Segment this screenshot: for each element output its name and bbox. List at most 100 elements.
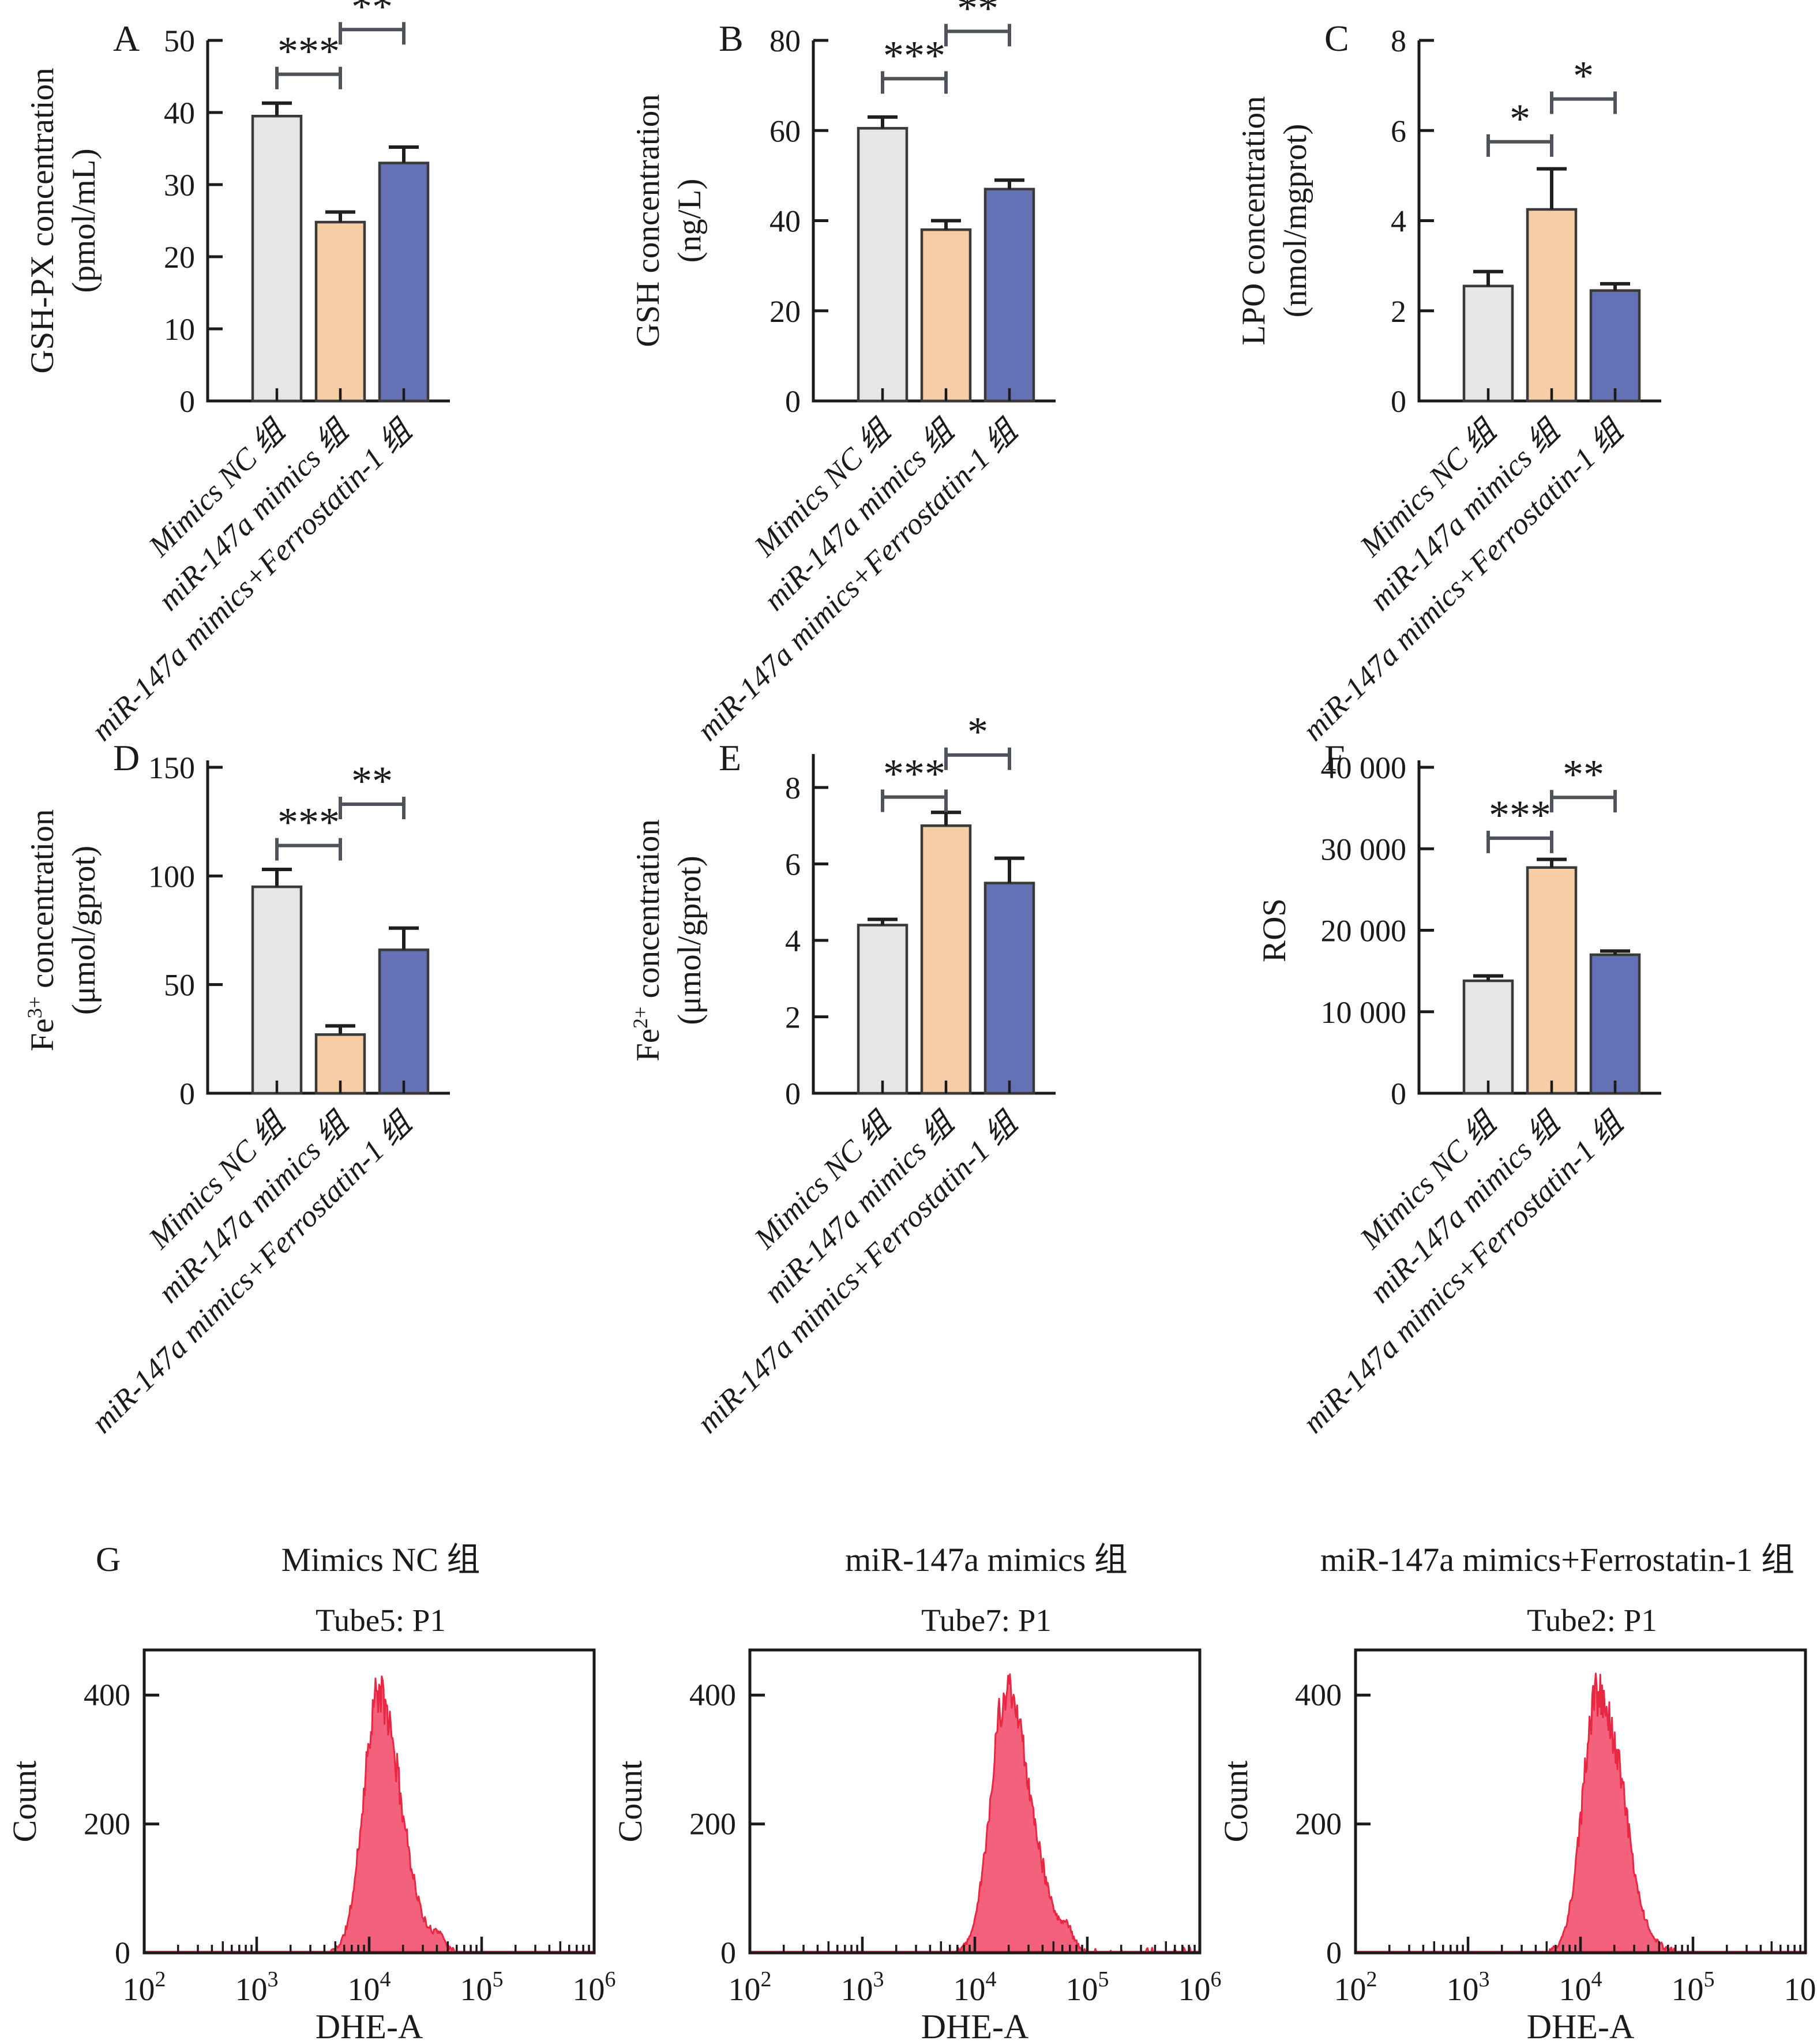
x-axis-title: DHE-A: [316, 2008, 423, 2044]
panel-B-gsh-bar-chart: B 0 20 40 60 80 GSH concentration (ng/L) Mimics …: [606, 0, 1211, 748]
significance-stars: **: [957, 0, 998, 31]
significance-stars: **: [1563, 751, 1604, 797]
significance-bracket: **: [944, 0, 1011, 47]
bar-mir147a-mimics: [314, 220, 366, 403]
plot-box: [748, 1648, 1202, 1955]
y-tick-label: 0: [1326, 1936, 1342, 1970]
panel-letter-G: G: [96, 1540, 121, 1578]
x-tick-label: 104: [953, 1967, 997, 2008]
y-tick-label: 0: [785, 1077, 801, 1111]
bar-mir147a-mimics: [1526, 866, 1578, 1095]
panel-G1-flow-histogram: G Mimics NC 组 Tube5: P1 0 200 400 102 103 104 105…: [0, 1497, 616, 2044]
x-tick-label: 105: [460, 1967, 504, 2008]
panel-letter-F: F: [1324, 737, 1345, 778]
y-tick-label: 0: [115, 1936, 130, 1970]
y-tick-label: 10 000: [1321, 995, 1407, 1030]
histogram-curve: [1354, 1672, 1807, 1953]
x-tick-label: 102: [729, 1967, 772, 2008]
histogram-title: miR-147a mimics+Ferrostatin-1 组: [1320, 1541, 1795, 1578]
x-tick-label: 105: [1672, 1967, 1715, 2008]
x-tick-label: 106: [1784, 1967, 1817, 2008]
y-axis-title-line: (nmol/mgprot): [1277, 124, 1313, 318]
bar-mimics-nc: [251, 115, 303, 403]
bar-mir147a-ferrostatin: [378, 162, 430, 403]
bar-mimics-nc: [1462, 979, 1514, 1095]
significance-bracket: *: [1486, 96, 1553, 157]
bar-mimics-nc: [1462, 284, 1514, 403]
y-tick-label: 20: [164, 240, 195, 275]
y-tick-label: 0: [1391, 1077, 1406, 1111]
histogram-svg-G3: miR-147a mimics+Ferrostatin-1 组 Tube2: P1…: [1217, 1541, 1817, 2044]
significance-bracket: ***: [1486, 792, 1553, 853]
histogram-subtitle: Tube5: P1: [316, 1603, 446, 1638]
y-axis-title-line: Fe2+ concentration: [629, 819, 666, 1062]
x-tick-label: 102: [1334, 1967, 1377, 2008]
y-tick-label: 50: [164, 24, 195, 58]
y-axis-title-line: GSH concentration: [630, 94, 666, 347]
y-tick-label: 40 000: [1321, 751, 1407, 785]
x-tick-label: 102: [123, 1967, 166, 2008]
significance-stars: **: [351, 0, 393, 29]
y-axis-title-line: LPO concentration: [1236, 96, 1272, 345]
significance-stars: ***: [277, 800, 340, 846]
y-axis-title-line: Fe3+ concentration: [23, 809, 61, 1052]
significance-bracket: **: [1550, 751, 1617, 813]
significance-bracket: *: [1550, 53, 1617, 114]
y-tick-label: 2: [785, 1000, 801, 1035]
y-tick-label: 30: [164, 168, 195, 202]
x-axis-title: DHE-A: [921, 2008, 1029, 2044]
bar-mir147a-ferrostatin: [378, 948, 430, 1095]
significance-bracket: ***: [881, 751, 948, 812]
significance-bracket: ***: [881, 32, 948, 94]
y-tick-label: 80: [769, 24, 801, 58]
y-tick-label: 0: [179, 1077, 195, 1111]
y-axis-title: Count: [6, 1761, 43, 1843]
significance-stars: ***: [883, 751, 945, 797]
y-tick-label: 150: [148, 751, 195, 785]
y-tick-label: 40: [769, 204, 801, 239]
bar-mir147a-mimics: [920, 228, 972, 403]
significance-stars: ***: [1489, 792, 1551, 838]
bar-mir147a-mimics: [920, 824, 972, 1095]
y-tick-label: 10: [164, 312, 195, 347]
y-tick-label: 400: [1295, 1678, 1342, 1712]
significance-stars: *: [1510, 96, 1530, 142]
y-axis-title-line: (μmol/gprot): [671, 856, 708, 1025]
panel-letter-A: A: [113, 18, 140, 59]
y-tick-label: 200: [1295, 1807, 1342, 1842]
panel-G2-flow-histogram: miR-147a mimics 组 Tube7: P1 0 200 400 102 103 1…: [606, 1497, 1222, 2044]
y-tick-label: 0: [785, 384, 801, 419]
panel-E-fe2-bar-chart: E 0 2 4 6 8 Fe2+ concentration (μmol/gprot) Mimi…: [606, 709, 1211, 1497]
bar-mimics-nc: [857, 924, 908, 1095]
y-tick-label: 30 000: [1321, 832, 1407, 867]
bar-chart-svg-D: D 0 50 100 150 Fe3+ concentration (μmol/gprot)…: [23, 737, 450, 1440]
histogram-title: miR-147a mimics 组: [845, 1541, 1128, 1578]
y-axis-title-line: (ng/L): [671, 179, 708, 263]
y-tick-label: 6: [1391, 114, 1406, 148]
panel-D-fe3-bar-chart: D 0 50 100 150 Fe3+ concentration (μmol/gprot)…: [0, 724, 606, 1497]
bar-mir147a-ferrostatin: [1589, 289, 1641, 403]
x-tick-label: 104: [348, 1967, 391, 2008]
y-tick-label: 0: [179, 384, 195, 419]
histogram-title: Mimics NC 组: [281, 1541, 480, 1578]
significance-stars: ***: [883, 32, 945, 78]
y-axis-title: Count: [611, 1761, 649, 1843]
significance-bracket: **: [339, 0, 406, 45]
x-tick-label: 105: [1066, 1967, 1109, 2008]
y-tick-label: 6: [785, 847, 801, 882]
histogram-curve: [749, 1673, 1201, 1953]
histogram-curve: [143, 1675, 595, 1953]
bar-mir147a-mimics: [1526, 208, 1578, 403]
y-tick-label: 20: [769, 294, 801, 329]
histogram-subtitle: Tube2: P1: [1527, 1603, 1657, 1638]
panel-G3-flow-histogram: miR-147a mimics+Ferrostatin-1 组 Tube2: P1…: [1211, 1497, 1817, 2044]
panel-A-gshpx-bar-chart: A 0 10 20 30 40 50 GSH-PX concentration (pmol/mL…: [0, 0, 606, 748]
histogram-svg-G1: G Mimics NC 组 Tube5: P1 0 200 400 102 103 104 105…: [6, 1540, 616, 2044]
y-tick-label: 8: [1391, 24, 1406, 58]
x-tick-label: 104: [1559, 1967, 1602, 2008]
